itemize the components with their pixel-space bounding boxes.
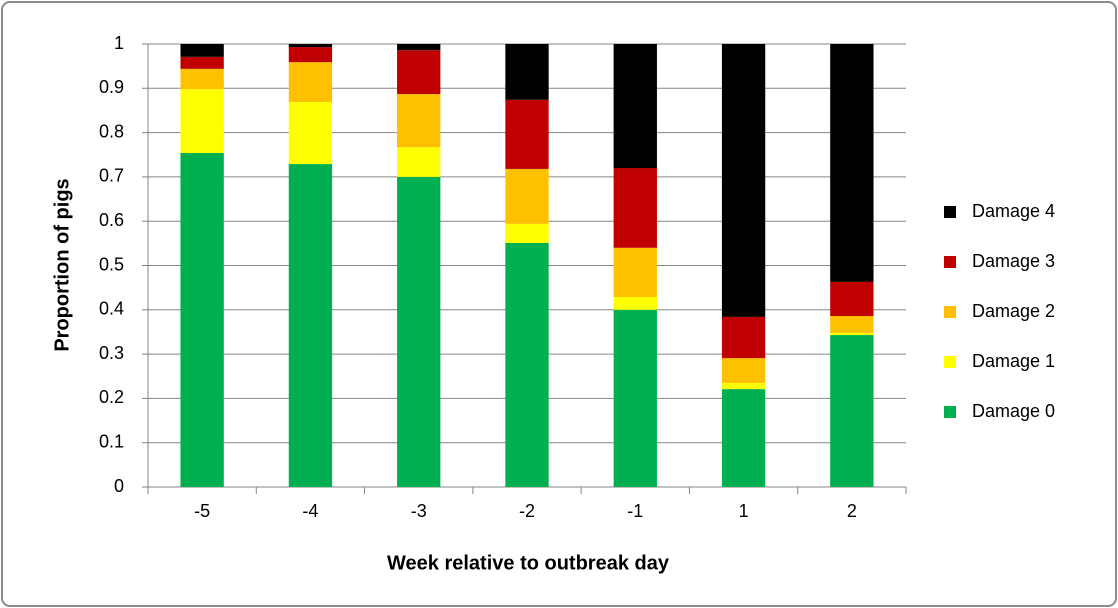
legend-label: Damage 0 — [972, 401, 1055, 421]
y-tick-label: 0.7 — [99, 166, 124, 186]
x-tick-label: -3 — [411, 501, 427, 521]
bar-segment — [613, 168, 657, 248]
bar-segment — [180, 68, 224, 90]
bar-segment — [830, 281, 874, 317]
legend-swatch — [944, 256, 956, 268]
bar-segment — [180, 152, 224, 487]
bar-segment — [397, 94, 441, 148]
bar-segment — [721, 316, 766, 359]
y-tick-label: 0.5 — [99, 254, 124, 274]
y-tick-label: 0.6 — [99, 210, 124, 230]
bar-segment — [830, 332, 874, 336]
y-tick-label: 1 — [114, 33, 124, 53]
y-tick-label: 0.3 — [99, 343, 124, 363]
y-tick-label: 0.9 — [99, 77, 124, 97]
y-tick-label: 0.2 — [99, 387, 124, 407]
bar-segment — [613, 309, 657, 487]
bar-segment — [505, 223, 549, 243]
bar-segment — [505, 242, 549, 487]
bar-segment — [397, 50, 441, 95]
bar-segment — [613, 44, 657, 169]
y-tick-label: 0 — [114, 476, 124, 496]
x-tick-label: -2 — [519, 501, 535, 521]
bar-segment — [721, 382, 766, 390]
bar-segment — [397, 176, 441, 487]
bar-segment — [397, 44, 441, 51]
x-tick-label: 1 — [739, 501, 749, 521]
bar-segment — [288, 102, 333, 165]
legend-label: Damage 4 — [972, 201, 1055, 221]
bar-segment — [830, 316, 874, 333]
bar-segment — [288, 62, 333, 103]
bar-segment — [505, 44, 549, 100]
y-tick-label: 0.4 — [99, 299, 124, 319]
x-axis-title: Week relative to outbreak day — [387, 552, 670, 574]
x-tick-label: -5 — [194, 501, 210, 521]
bar-segment — [288, 44, 333, 48]
legend-label: Damage 1 — [972, 351, 1055, 371]
bar-segment — [288, 47, 333, 63]
bar-segment — [721, 389, 766, 487]
legend-swatch — [944, 206, 956, 218]
bar-segment — [180, 89, 224, 153]
legend-swatch — [944, 406, 956, 418]
bar-segment — [613, 296, 657, 310]
bar-segment — [721, 44, 766, 317]
legend-label: Damage 3 — [972, 251, 1055, 271]
bar-segment — [830, 335, 874, 487]
bar-segment — [180, 44, 224, 57]
bar-segment — [180, 56, 224, 69]
bar-segment — [397, 147, 441, 177]
y-tick-label: 0.8 — [99, 121, 124, 141]
bar-segment — [830, 44, 874, 282]
bar-segment — [721, 358, 766, 383]
x-tick-label: 2 — [847, 501, 857, 521]
bar-segment — [613, 247, 657, 297]
x-tick-label: -4 — [302, 501, 318, 521]
legend-swatch — [944, 306, 956, 318]
bar-segment — [505, 168, 549, 224]
y-axis-title: Proportion of pigs — [51, 178, 73, 351]
x-tick-label: -1 — [627, 501, 643, 521]
legend-swatch — [944, 356, 956, 368]
bar-segment — [505, 99, 549, 169]
legend-label: Damage 2 — [972, 301, 1055, 321]
y-tick-label: 0.1 — [99, 431, 124, 451]
bar-segment — [288, 164, 333, 488]
